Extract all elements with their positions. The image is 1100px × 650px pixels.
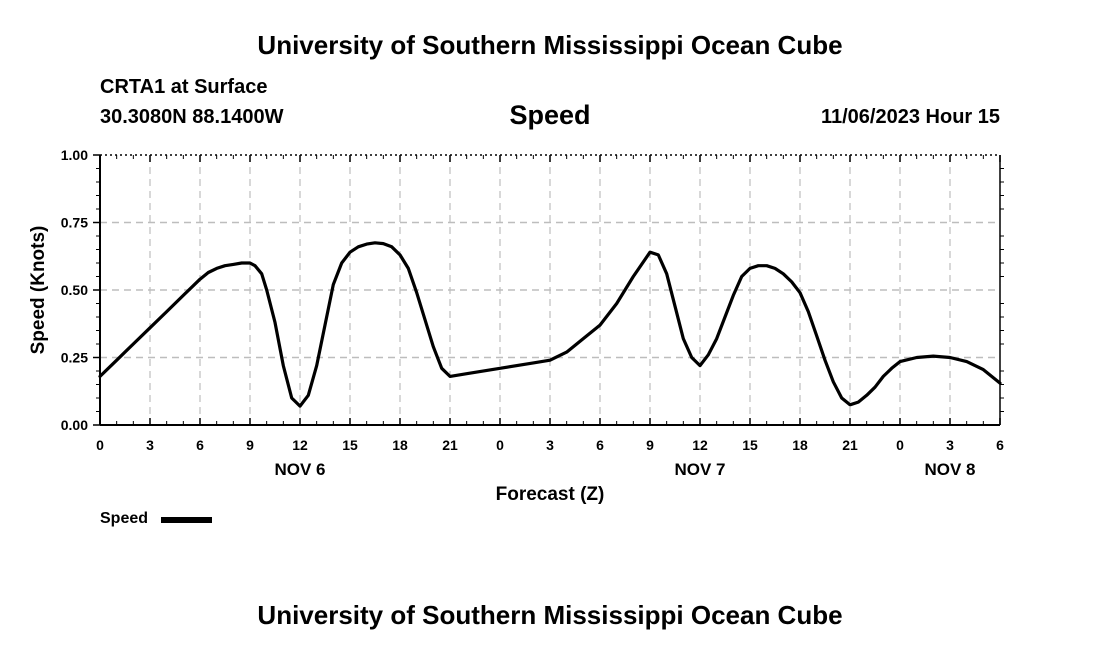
coordinates-label: 30.3080N 88.1400W <box>100 106 284 128</box>
x-tick-label: 0 <box>896 437 904 453</box>
x-tick-label: 6 <box>196 437 204 453</box>
legend-label: Speed <box>100 510 149 527</box>
y-axis-label: Speed (Knots) <box>28 226 49 355</box>
series-line-speed <box>98 241 1002 408</box>
x-tick-label: 3 <box>146 437 154 453</box>
x-tick-label: 21 <box>842 437 858 453</box>
y-tick-label: 0.00 <box>61 417 88 433</box>
day-label: NOV 8 <box>924 460 975 479</box>
x-tick-label: 0 <box>496 437 504 453</box>
x-tick-label: 18 <box>392 437 408 453</box>
x-tick-label: 18 <box>792 437 808 453</box>
chart-header-title: University of Southern Mississippi Ocean… <box>257 30 843 60</box>
x-tick-label: 3 <box>946 437 954 453</box>
grid-lines <box>100 154 1000 425</box>
x-tick-label: 9 <box>246 437 254 453</box>
axis-labels: 0 3 6 9 12 15 18 21 0 3 6 9 12 15 18 21 0 3 6 NOV 6 NOV 7 NOV… <box>61 147 1004 479</box>
x-tick-label: 6 <box>596 437 604 453</box>
x-tick-label: 21 <box>442 437 458 453</box>
x-tick-label: 12 <box>692 437 708 453</box>
day-label: NOV 7 <box>674 460 725 479</box>
station-label: CRTA1 at Surface <box>100 76 268 98</box>
y-tick-label: 1.00 <box>61 147 88 163</box>
x-axis-label: Forecast (Z) <box>496 484 605 505</box>
x-tick-label: 9 <box>646 437 654 453</box>
y-tick-label: 0.25 <box>61 350 88 366</box>
datetime-label: 11/06/2023 Hour 15 <box>820 106 1000 128</box>
legend-line-swatch <box>161 517 212 523</box>
series-layer <box>98 241 1002 408</box>
chart-footer-title: University of Southern Mississippi Ocean… <box>257 600 843 630</box>
axis-ticks <box>93 154 1004 426</box>
x-tick-label: 0 <box>96 437 104 453</box>
x-tick-label: 6 <box>996 437 1004 453</box>
y-tick-label: 0.50 <box>61 282 88 298</box>
x-tick-label: 3 <box>546 437 554 453</box>
day-label: NOV 6 <box>274 460 325 479</box>
x-tick-label: 15 <box>342 437 358 453</box>
y-tick-label: 0.75 <box>61 215 88 231</box>
x-tick-label: 12 <box>292 437 308 453</box>
chart-title: Speed <box>509 100 591 130</box>
x-tick-label: 15 <box>742 437 758 453</box>
